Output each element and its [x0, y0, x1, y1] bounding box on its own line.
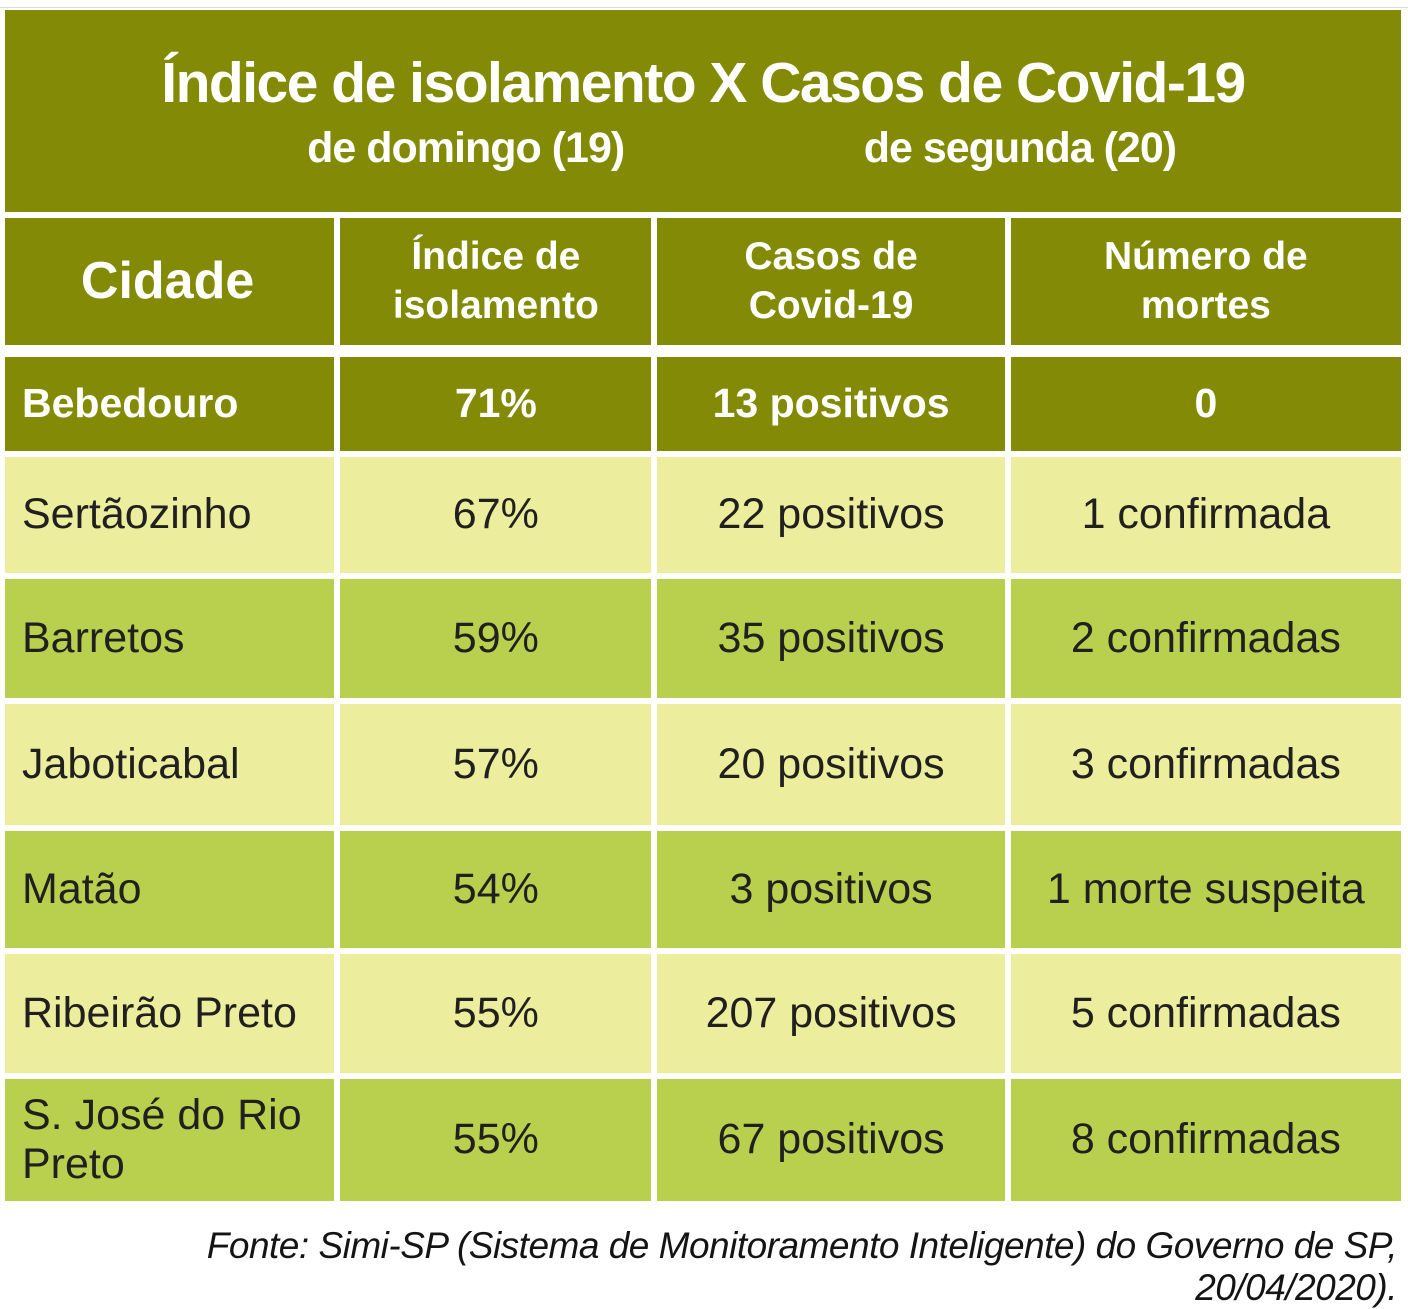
cell-city: S. José do Rio Preto — [5, 1079, 335, 1201]
header-casos-covid: Casos de Covid-19 — [657, 218, 1005, 345]
cell-casos: 35 positivos — [657, 579, 1005, 698]
cell-city: Ribeirão Preto — [5, 954, 335, 1073]
image-top-border — [0, 7, 1408, 8]
cell-mortes: 5 confirmadas — [1010, 954, 1401, 1073]
header-mortes-line2: mortes — [1140, 283, 1271, 327]
title-banner: Índice de isolamento X Casos de Covid-19… — [5, 10, 1401, 212]
cell-indice: 71% — [340, 357, 652, 451]
cell-casos: 13 positivos — [657, 357, 1005, 451]
cell-city: Barretos — [5, 579, 335, 698]
header-mortes-line1: Número de — [1104, 235, 1308, 279]
header-numero-mortes: Número de mortes — [1010, 218, 1401, 345]
cell-indice: 57% — [340, 704, 652, 825]
header-indice-isolamento: Índice de isolamento — [340, 218, 652, 345]
cell-indice: 59% — [340, 579, 652, 698]
source-caption: Fonte: Simi-SP (Sistema de Monitoramento… — [206, 1225, 1398, 1308]
cell-mortes: 8 confirmadas — [1010, 1079, 1401, 1201]
cell-casos: 207 positivos — [657, 954, 1005, 1073]
cell-city: Sertãozinho — [5, 457, 335, 573]
table-row-sertaozinho: Sertãozinho 67% 22 positivos 1 confirmad… — [5, 457, 1401, 573]
table-row-matao: Matão 54% 3 positivos 1 morte suspeita — [5, 831, 1401, 948]
cell-mortes: 0 — [1010, 357, 1401, 451]
cell-mortes: 3 confirmadas — [1010, 704, 1401, 825]
cell-indice: 67% — [340, 457, 652, 573]
cell-indice: 55% — [340, 1079, 652, 1201]
title-subtitles: de domingo (19) de segunda (20) — [5, 114, 1401, 184]
cell-casos: 20 positivos — [657, 704, 1005, 825]
header-casos-line2: Covid-19 — [748, 283, 914, 327]
cell-mortes: 1 confirmada — [1010, 457, 1401, 573]
table-row-sao-jose-rio-preto: S. José do Rio Preto 55% 67 positivos 8 … — [5, 1079, 1401, 1201]
page-title: Índice de isolamento X Casos de Covid-19 — [161, 51, 1246, 115]
cell-casos: 67 positivos — [657, 1079, 1005, 1201]
cell-mortes: 1 morte suspeita — [1010, 831, 1401, 948]
cell-city: Bebedouro — [5, 357, 335, 451]
table-header-row: Cidade Índice de isolamento Casos de Cov… — [5, 218, 1401, 345]
subtitle-sunday: de domingo (19) — [307, 123, 625, 172]
table-row-barretos: Barretos 59% 35 positivos 2 confirmadas — [5, 579, 1401, 698]
cell-mortes: 2 confirmadas — [1010, 579, 1401, 698]
table-row-jaboticabal: Jaboticabal 57% 20 positivos 3 confirmad… — [5, 704, 1401, 825]
header-cidade-label: Cidade — [80, 252, 255, 311]
header-casos-line1: Casos de — [744, 235, 918, 279]
subtitle-monday: de segunda (20) — [863, 123, 1177, 172]
header-indice-line1: Índice de — [411, 235, 581, 279]
cell-city: Matão — [5, 831, 335, 948]
cell-city: Jaboticabal — [5, 704, 335, 825]
table-row-ribeirao-preto: Ribeirão Preto 55% 207 positivos 5 confi… — [5, 954, 1401, 1073]
cell-indice: 55% — [340, 954, 652, 1073]
table-row-bebedouro: Bebedouro 71% 13 positivos 0 — [5, 357, 1401, 451]
cell-casos: 22 positivos — [657, 457, 1005, 573]
cell-indice: 54% — [340, 831, 652, 948]
cell-casos: 3 positivos — [657, 831, 1005, 948]
header-cidade: Cidade — [5, 218, 335, 345]
header-indice-line2: isolamento — [392, 283, 599, 327]
infographic: Índice de isolamento X Casos de Covid-19… — [5, 10, 1401, 1309]
